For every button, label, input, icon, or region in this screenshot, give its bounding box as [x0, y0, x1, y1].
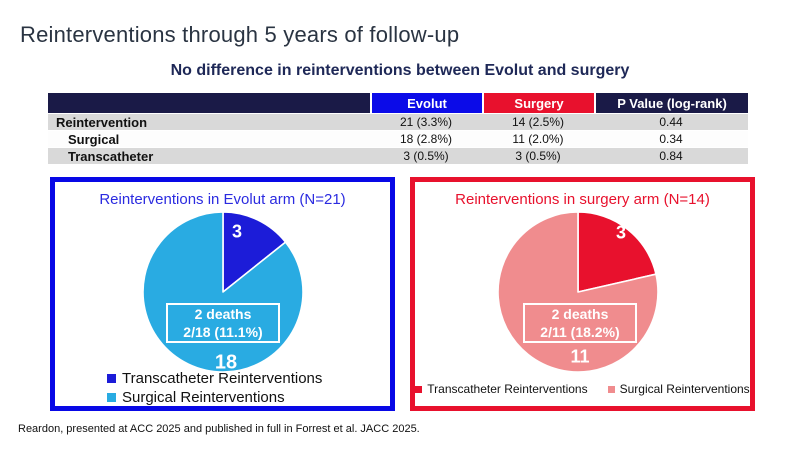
surgery-deaths-line1: 2 deaths	[551, 306, 609, 322]
legend-item-surgical: Surgical Reinterventions	[607, 382, 750, 396]
legend-label: Transcatheter Reinterventions	[122, 370, 323, 387]
row-transcatheter-surgery: 3 (0.5%)	[482, 148, 594, 164]
legend-item-transcatheter: Transcatheter Reinterventions	[415, 382, 588, 396]
surgery-pie-chart	[497, 211, 659, 373]
subtitle: No difference in reinterventions between…	[170, 62, 630, 79]
row-reintervention-evolut: 21 (3.3%)	[370, 114, 482, 130]
evolut-deaths-callout: 2 deaths 2/18 (11.1%)	[166, 303, 280, 343]
legend-item-transcatheter: Transcatheter Reinterventions	[107, 370, 322, 387]
row-surgical-label: Surgical	[48, 131, 370, 147]
row-reintervention-surgery: 14 (2.5%)	[482, 114, 594, 130]
surgery-transcatheter-slice-label: 3	[615, 222, 627, 243]
evolut-pie-chart	[142, 211, 304, 373]
table-header-empty	[48, 93, 370, 113]
slide-title: Reinterventions through 5 years of follo…	[20, 22, 460, 47]
evolut-surgical-slice-label: 18	[214, 351, 238, 374]
surgical-swatch-icon	[607, 385, 615, 393]
transcatheter-swatch-icon	[415, 385, 423, 393]
surgery-deaths-line2: 2/11 (18.2%)	[540, 324, 620, 340]
legend-label: Surgical Reinterventions	[122, 389, 285, 406]
table-header-surgery: Surgery	[482, 93, 594, 113]
evolut-legend: Transcatheter Reinterventions Surgical R…	[107, 370, 322, 406]
surgical-swatch-icon	[107, 393, 116, 402]
surgery-surgical-slice-label: 11	[570, 346, 590, 367]
row-transcatheter-label: Transcatheter	[48, 148, 370, 164]
row-surgical-evolut: 18 (2.8%)	[370, 131, 482, 147]
surgery-pie-title: Reinterventions in surgery arm (N=14)	[455, 191, 710, 208]
evolut-transcatheter-slice-label: 3	[231, 221, 243, 242]
table-header-pvalue: P Value (log-rank)	[594, 93, 748, 113]
row-reintervention-label: Reintervention	[48, 114, 370, 130]
legend-item-surgical: Surgical Reinterventions	[107, 389, 322, 406]
row-surgical-surgery: 11 (2.0%)	[482, 131, 594, 147]
transcatheter-swatch-icon	[107, 374, 116, 383]
legend-label: Transcatheter Reinterventions	[427, 382, 588, 396]
row-surgical-pvalue: 0.34	[594, 131, 748, 147]
results-table: Evolut Surgery P Value (log-rank) Reinte…	[48, 93, 748, 164]
table-header-evolut: Evolut	[370, 93, 482, 113]
evolut-pie-title: Reinterventions in Evolut arm (N=21)	[99, 191, 346, 208]
row-reintervention-pvalue: 0.44	[594, 114, 748, 130]
evolut-panel: Reinterventions in Evolut arm (N=21) 3 1…	[50, 177, 395, 411]
evolut-deaths-line1: 2 deaths	[194, 306, 252, 322]
row-transcatheter-pvalue: 0.84	[594, 148, 748, 164]
legend-label: Surgical Reinterventions	[619, 382, 750, 396]
surgery-deaths-callout: 2 deaths 2/11 (18.2%)	[523, 303, 637, 343]
surgery-panel: Reinterventions in surgery arm (N=14) 3 …	[410, 177, 755, 411]
footnote-citation: Reardon, presented at ACC 2025 and publi…	[18, 423, 420, 435]
evolut-deaths-line2: 2/18 (11.1%)	[183, 324, 263, 340]
surgery-legend: Transcatheter Reinterventions Surgical R…	[415, 382, 750, 396]
row-transcatheter-evolut: 3 (0.5%)	[370, 148, 482, 164]
